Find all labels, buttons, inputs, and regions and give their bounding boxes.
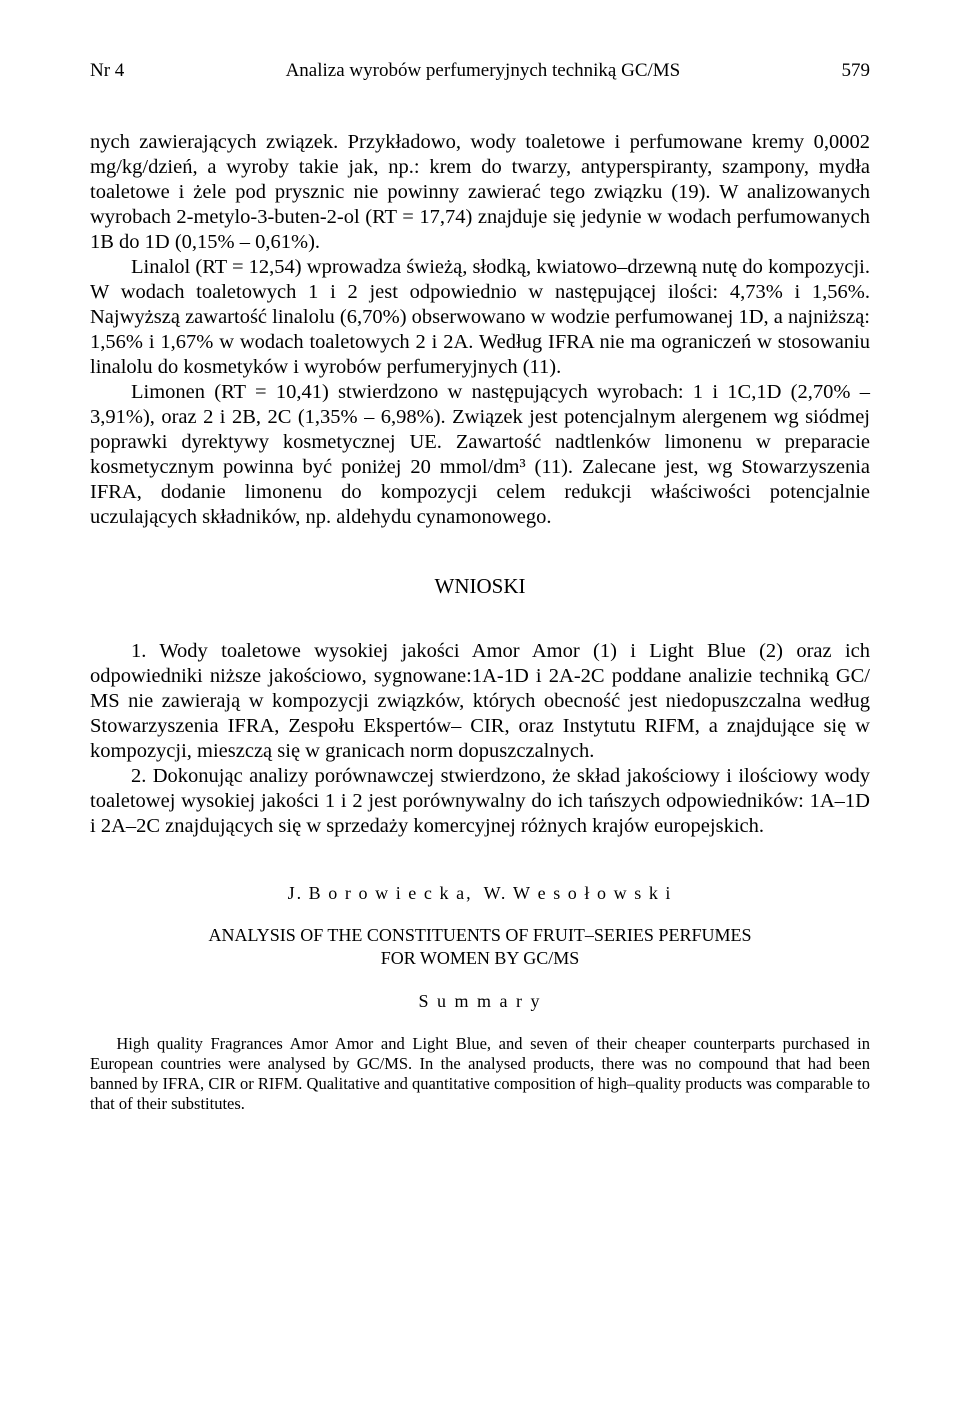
summary-label: S u m m a r y: [90, 991, 870, 1012]
conclusions-block: 1. Wody toaletowe wysokiej jakości Amor …: [90, 639, 870, 839]
english-title-line2: FOR WOMEN BY GC/MS: [381, 948, 580, 968]
body-paragraph-1: nych zawierających związek. Przykładowo,…: [90, 130, 870, 255]
body-text-block: nych zawierających związek. Przykładowo,…: [90, 130, 870, 530]
english-title: ANALYSIS OF THE CONSTITUENTS OF FRUIT–SE…: [90, 924, 870, 971]
summary-paragraph: High quality Fragrances Amor Amor and Li…: [90, 1034, 870, 1115]
conclusions-heading: WNIOSKI: [90, 574, 870, 599]
authors-line: J. B o r o w i e c k a, W. W e s o ł o w…: [90, 883, 870, 904]
running-header: Nr 4 Analiza wyrobów perfumeryjnych tech…: [90, 60, 870, 82]
conclusion-2: 2. Dokonując analizy porównawczej stwier…: [90, 764, 870, 839]
summary-block: High quality Fragrances Amor Amor and Li…: [90, 1034, 870, 1115]
issue-number: Nr 4: [90, 60, 124, 82]
conclusion-1: 1. Wody toaletowe wysokiej jakości Amor …: [90, 639, 870, 764]
body-paragraph-2: Linalol (RT = 12,54) wprowadza świeżą, s…: [90, 255, 870, 380]
page-number: 579: [842, 60, 871, 82]
running-title: Analiza wyrobów perfumeryjnych techniką …: [124, 60, 841, 82]
english-title-line1: ANALYSIS OF THE CONSTITUENTS OF FRUIT–SE…: [209, 925, 752, 945]
body-paragraph-3: Limonen (RT = 10,41) stwierdzono w nastę…: [90, 380, 870, 530]
